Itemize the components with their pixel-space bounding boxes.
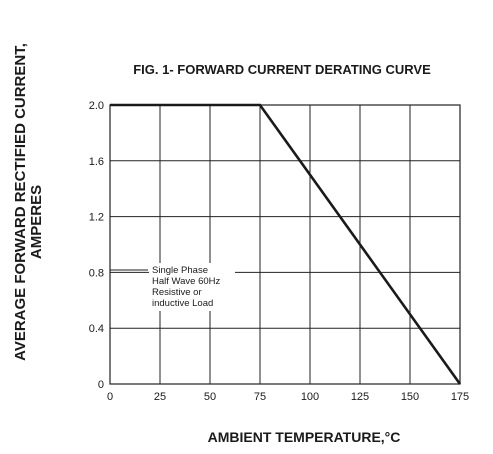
plot-frame	[109, 104, 461, 385]
y-tick-label: 0	[98, 379, 104, 391]
annotation-line: Half Wave 60Hz	[152, 276, 221, 287]
x-tick-label: 50	[204, 391, 216, 403]
x-axis-label: AMBIENT TEMPERATURE,°C	[208, 429, 401, 445]
x-tick-label: 150	[401, 391, 419, 403]
y-tick-label: 2.0	[89, 100, 104, 112]
annotation-background	[149, 263, 235, 311]
y-axis-label-line-2: AMPERES	[28, 185, 45, 259]
chart-title: FIG. 1- FORWARD CURRENT DERATING CURVE	[133, 62, 431, 77]
x-tick-label: 100	[301, 391, 319, 403]
x-tick-label: 75	[254, 391, 266, 403]
x-tick-label: 25	[154, 391, 166, 403]
x-tick-label: 125	[351, 391, 369, 403]
derating-curve-line	[110, 103, 462, 385]
y-tick-label: 1.2	[89, 212, 104, 224]
y-tick-label: 0.8	[89, 267, 104, 279]
annotation-line: inductive Load	[152, 298, 213, 309]
x-tick-label: 0	[107, 391, 113, 403]
y-axis-label-line-1: AVERAGE FORWARD RECTIFIED CURRENT,	[12, 43, 29, 361]
tick-labels: 0 25 50 75 100 125 150 175 0 0.4 0.8 1.2 1.6 2.0	[89, 100, 469, 403]
grid	[110, 105, 460, 384]
x-tick-label: 175	[451, 391, 469, 403]
y-tick-label: 1.6	[89, 156, 104, 168]
y-tick-label: 0.4	[89, 323, 104, 335]
annotation-line: Single Phase	[152, 265, 208, 276]
y-axis-label: AVERAGE FORWARD RECTIFIED CURRENT, AMPER…	[12, 43, 45, 361]
annotation-line: Resistive or	[152, 287, 202, 298]
